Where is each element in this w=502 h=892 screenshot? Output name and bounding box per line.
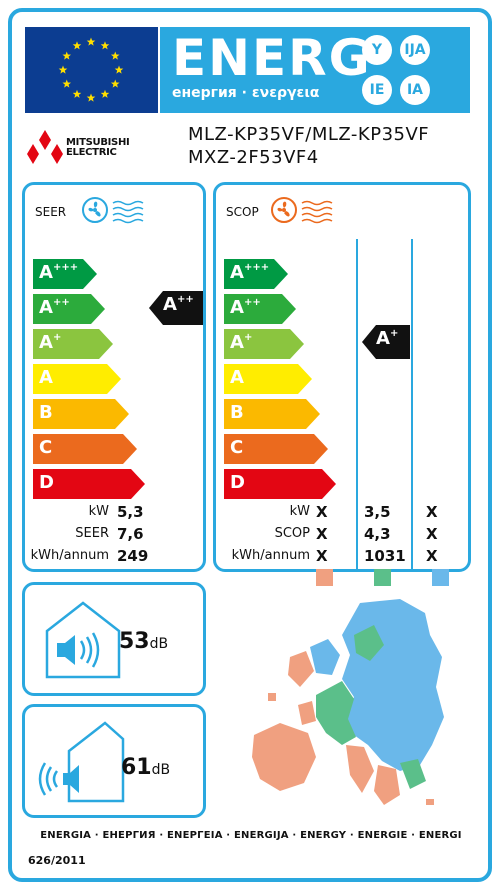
- outdoor-noise-speaker-icon: [38, 721, 125, 803]
- heating-class-label: A++: [230, 297, 261, 318]
- eu-star: [100, 41, 110, 50]
- heating-class-label: A+: [230, 332, 253, 353]
- heating-row-value: X: [316, 547, 328, 565]
- heating-class-label: A: [230, 367, 244, 388]
- eu-star: [72, 41, 82, 50]
- energy-banner: ENERG енергия · ενεργεια Y IJA IE IA: [160, 27, 470, 113]
- eu-star: [86, 37, 96, 46]
- outdoor-noise-value: 61dB: [121, 755, 171, 780]
- heating-class-bar: A++: [224, 294, 296, 324]
- eu-flag: [25, 27, 158, 113]
- cooling-panel: SEER A+++ A++ A+ A B C D A++ kW 5,3 SEER 7,6 kWh/a…: [22, 182, 206, 572]
- suffix-ie: IE: [362, 75, 392, 105]
- fan-cooling-icon: [82, 197, 144, 224]
- suffix-y: Y: [362, 35, 392, 65]
- cooling-row-value: 5,3: [117, 503, 144, 521]
- cooling-row-label: kWh/annum: [30, 548, 109, 563]
- eu-star: [58, 65, 68, 74]
- cooling-row-value: 249: [117, 547, 149, 565]
- heating-class-bar: A+++: [224, 259, 288, 289]
- heating-class-bar: C: [224, 434, 328, 464]
- cooling-class-label: A++: [39, 297, 70, 318]
- brand-name-line1: MITSUBISHI: [66, 137, 130, 148]
- europe-climate-map: [252, 599, 444, 805]
- heating-class-bar: B: [224, 399, 320, 429]
- cooling-class-bar: A+: [33, 329, 113, 359]
- regulation-number: 626/2011: [28, 854, 86, 867]
- cooling-row-label: kW: [88, 504, 109, 519]
- indoor-noise-value: 53dB: [119, 629, 169, 654]
- heating-row-label: kW: [289, 504, 310, 519]
- heating-row-value: X: [426, 547, 438, 565]
- eu-star: [86, 93, 96, 102]
- eu-star: [114, 65, 124, 74]
- cooling-class-bar: D: [33, 469, 145, 499]
- label-border: [8, 8, 492, 882]
- heating-class-bar: D: [224, 469, 336, 499]
- cooling-class-bar: A+++: [33, 259, 97, 289]
- footer-energy-words: ENERGIA · ЕНЕРГИЯ · ΕΝΕΡΓΕΙΑ · ENERGIJA …: [40, 830, 462, 841]
- brand-name-line2: ELECTRIC: [66, 147, 117, 158]
- heating-row-value: 3,5: [364, 503, 391, 521]
- brand-name: MITSUBISHI ELECTRIC: [66, 137, 130, 158]
- eu-star: [110, 51, 120, 60]
- heating-class-label: C: [230, 437, 244, 458]
- zone-warmer-swatch: [316, 569, 333, 586]
- seer-title: SEER: [35, 205, 67, 219]
- three-diamonds-icon: [27, 130, 63, 164]
- heating-row-value: X: [426, 503, 438, 521]
- model-line-1: MLZ-KP35VF/MLZ-KP35VF: [188, 124, 430, 145]
- brand-logo: MITSUBISHI ELECTRIC: [26, 130, 146, 168]
- divider-line-2: [411, 239, 413, 569]
- cooling-class-label: A: [39, 367, 53, 388]
- cooling-class-bar: B: [33, 399, 129, 429]
- heating-row-value: 1031: [364, 547, 406, 565]
- heating-class-bar: A+: [224, 329, 304, 359]
- heating-row-label: kWh/annum: [231, 548, 310, 563]
- eu-star: [62, 79, 72, 88]
- cooling-class-bar: C: [33, 434, 137, 464]
- heating-class-label: D: [230, 472, 245, 493]
- energy-subtitle: енергия · ενεργεια: [172, 85, 320, 101]
- energy-word: ENERG: [172, 29, 372, 87]
- scop-title: SCOP: [226, 205, 259, 219]
- model-line-2: MXZ-2F53VF4: [188, 147, 319, 168]
- heating-row-value: X: [316, 503, 328, 521]
- eu-star: [100, 89, 110, 98]
- cooling-row-label: SEER: [75, 526, 109, 541]
- cooling-class-label: C: [39, 437, 53, 458]
- suffix-ia: IA: [400, 75, 430, 105]
- cooling-class-bar: A: [33, 364, 121, 394]
- zone-average-swatch: [374, 569, 391, 586]
- heating-row-value: X: [426, 525, 438, 543]
- cooling-row-value: 7,6: [117, 525, 144, 543]
- eu-stars-icon: [58, 37, 124, 102]
- suffix-ija: IJA: [400, 35, 430, 65]
- eu-star: [62, 51, 72, 60]
- heating-class-label: B: [230, 402, 244, 423]
- divider-line-1: [356, 239, 358, 569]
- heating-class-bar: A: [224, 364, 312, 394]
- eu-star: [110, 79, 120, 88]
- heating-row-label: SCOP: [274, 526, 310, 541]
- indoor-noise-speaker-icon: [45, 601, 121, 679]
- indoor-noise-panel: 53dB: [22, 582, 206, 696]
- heating-row-value: 4,3: [364, 525, 391, 543]
- cooling-class-label: A+++: [39, 262, 79, 283]
- cooling-class-label: A+: [39, 332, 62, 353]
- zone-colder-swatch: [432, 569, 449, 586]
- heating-rating-label: A+: [376, 328, 399, 349]
- cooling-class-bar: A++: [33, 294, 105, 324]
- heating-row-value: X: [316, 525, 328, 543]
- cooling-class-label: D: [39, 472, 54, 493]
- fan-heating-icon: [271, 197, 333, 224]
- outdoor-noise-panel: 61dB: [22, 704, 206, 818]
- cooling-class-label: B: [39, 402, 53, 423]
- heating-class-label: A+++: [230, 262, 270, 283]
- cooling-rating-label: A++: [163, 294, 194, 315]
- eu-star: [72, 89, 82, 98]
